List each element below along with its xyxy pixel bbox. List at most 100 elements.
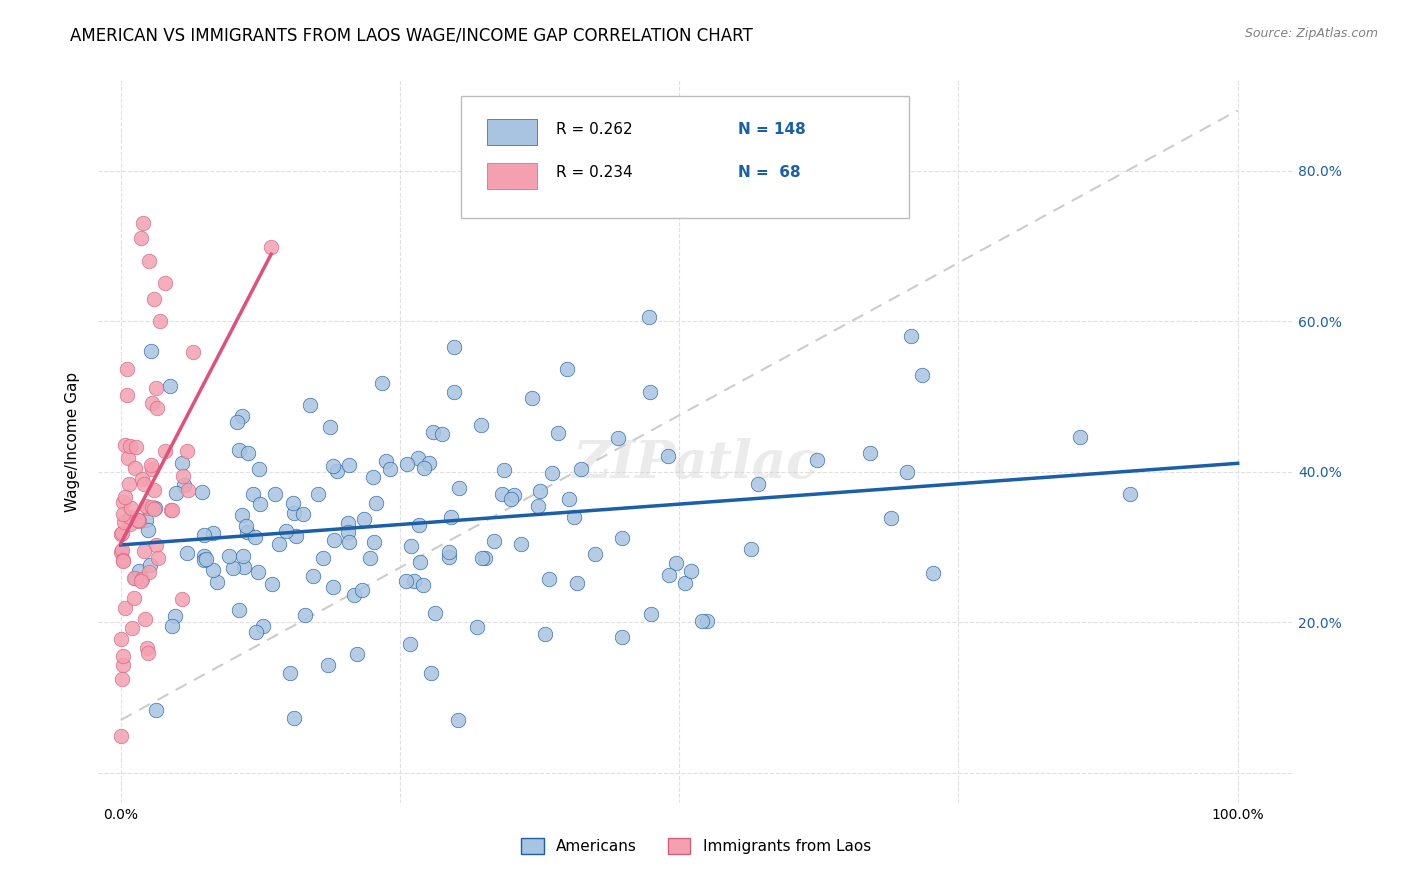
Point: [911, 368, 934, 383]
Point: [235, 525, 257, 540]
Point: [242, 487, 264, 501]
Point: [134, 612, 156, 626]
Point: [285, 529, 308, 543]
Point: [125, 440, 148, 454]
Point: [343, 588, 366, 602]
Point: [132, 477, 155, 491]
Point: [665, 556, 688, 570]
Point: [177, 483, 200, 498]
Point: [115, 388, 138, 402]
Point: [111, 508, 134, 522]
Point: [529, 483, 551, 498]
Point: [165, 608, 187, 623]
FancyBboxPatch shape: [486, 162, 537, 189]
Point: [112, 657, 135, 672]
Point: [143, 502, 166, 516]
Point: [534, 627, 557, 641]
Point: [557, 492, 579, 507]
Point: [118, 477, 141, 491]
Point: [363, 535, 385, 549]
Point: [361, 469, 384, 483]
Point: [319, 419, 342, 434]
Point: [292, 507, 315, 521]
Point: [115, 362, 138, 376]
Point: [267, 537, 290, 551]
Text: ZIPatlас: ZIPatlас: [572, 438, 820, 489]
Point: [245, 625, 267, 640]
Point: [610, 531, 633, 545]
Point: [124, 591, 146, 605]
Point: [247, 462, 270, 476]
Point: [339, 458, 361, 472]
Text: R = 0.262: R = 0.262: [557, 122, 633, 136]
Point: [136, 646, 159, 660]
Point: [114, 490, 136, 504]
Point: [346, 647, 368, 661]
Point: [141, 462, 163, 476]
Point: [439, 549, 461, 564]
Point: [640, 384, 662, 399]
Point: [423, 606, 446, 620]
Point: [443, 384, 465, 399]
Point: [110, 632, 132, 646]
Point: [302, 568, 325, 582]
Point: [408, 517, 430, 532]
Point: [482, 533, 505, 548]
Point: [658, 568, 681, 582]
Point: [740, 542, 762, 557]
Point: [155, 277, 177, 291]
Point: [413, 461, 436, 475]
Point: [112, 552, 135, 566]
Point: [136, 523, 159, 537]
Point: [228, 603, 250, 617]
Point: [260, 576, 283, 591]
Point: [470, 417, 492, 432]
Point: [1119, 487, 1142, 501]
Point: [681, 565, 703, 579]
Point: [159, 379, 181, 393]
Point: [232, 549, 254, 564]
Point: [181, 344, 204, 359]
Point: [880, 511, 903, 525]
Point: [146, 401, 169, 415]
Point: [131, 472, 153, 486]
Point: [657, 449, 679, 463]
Point: [264, 486, 287, 500]
Point: [322, 458, 344, 473]
Text: AMERICAN VS IMMIGRANTS FROM LAOS WAGE/INCOME GAP CORRELATION CHART: AMERICAN VS IMMIGRANTS FROM LAOS WAGE/IN…: [70, 27, 754, 45]
Point: [322, 580, 344, 594]
Point: [160, 503, 183, 517]
Point: [502, 488, 524, 502]
Point: [138, 566, 160, 580]
Point: [443, 340, 465, 354]
Point: [225, 415, 247, 429]
Point: [399, 637, 422, 651]
Point: [260, 240, 283, 254]
Point: [160, 618, 183, 632]
Point: [494, 463, 516, 477]
Point: [294, 608, 316, 623]
Point: [129, 231, 152, 245]
Point: [112, 648, 135, 663]
Point: [555, 361, 578, 376]
Point: [896, 466, 918, 480]
Point: [690, 614, 713, 628]
Point: [112, 515, 135, 529]
Point: [172, 468, 194, 483]
Point: [110, 545, 132, 559]
Point: [120, 439, 142, 453]
Point: [146, 551, 169, 566]
Point: [409, 555, 432, 569]
Point: [859, 446, 882, 460]
Point: [128, 564, 150, 578]
Point: [228, 443, 250, 458]
Point: [447, 714, 470, 728]
Point: [218, 549, 240, 563]
FancyBboxPatch shape: [461, 96, 908, 218]
Point: [406, 450, 429, 465]
Point: [322, 533, 344, 548]
Point: [195, 552, 218, 566]
Point: [120, 500, 142, 515]
Text: N = 148: N = 148: [738, 122, 806, 136]
Point: [471, 551, 494, 566]
